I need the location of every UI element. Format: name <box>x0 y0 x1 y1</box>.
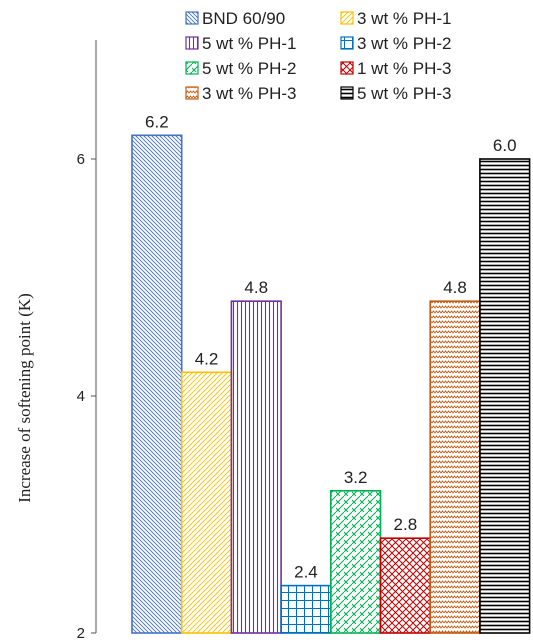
legend-swatch-2 <box>340 11 354 25</box>
legend-label-7: 3 wt % PH-3 <box>202 84 296 103</box>
legend-swatch-4 <box>340 36 354 50</box>
bar-8 <box>479 158 531 634</box>
legend: BND 60/90 3 wt % PH-1 5 wt % PH-1 3 wt % PH… <box>185 9 451 103</box>
y-tick-label: 2 <box>77 625 85 642</box>
y-axis-title: Increase of softening point (K) <box>15 293 34 503</box>
data-label-5: 3.2 <box>344 468 368 487</box>
legend-swatch-1 <box>185 11 199 25</box>
data-label-7: 4.8 <box>443 278 467 297</box>
legend-label-6: 1 wt % PH-3 <box>357 59 451 78</box>
data-label-4: 2.4 <box>294 563 318 582</box>
legend-swatch-7 <box>185 86 199 100</box>
bar-4 <box>280 584 332 634</box>
data-label-3: 4.8 <box>244 278 268 297</box>
bar-7 <box>429 300 481 634</box>
legend-label-5: 5 wt % PH-2 <box>202 59 296 78</box>
bar-5 <box>329 489 382 634</box>
y-tick-label: 6 <box>77 151 85 168</box>
legend-swatch-8 <box>340 86 354 100</box>
legend-label-8: 5 wt % PH-3 <box>357 84 451 103</box>
bars <box>131 134 531 634</box>
bar-1 <box>131 134 183 634</box>
bar-2 <box>180 371 233 634</box>
legend-label-3: 5 wt % PH-1 <box>202 34 296 53</box>
data-label-6: 2.8 <box>394 515 418 534</box>
y-tick-label: 4 <box>77 388 85 405</box>
legend-label-2: 3 wt % PH-1 <box>357 9 451 28</box>
legend-swatch-3 <box>185 36 199 50</box>
legend-label-4: 3 wt % PH-2 <box>357 34 451 53</box>
legend-swatch-6 <box>340 61 354 75</box>
bar-3 <box>230 300 282 634</box>
bar-6 <box>379 537 432 634</box>
legend-swatch-5 <box>185 61 199 75</box>
data-label-2: 4.2 <box>195 349 219 368</box>
data-labels: 6.2 4.2 4.8 2.4 3.2 2.8 4.8 6.0 <box>145 112 517 581</box>
data-label-1: 6.2 <box>145 112 169 131</box>
data-label-8: 6.0 <box>493 136 517 155</box>
legend-label-1: BND 60/90 <box>202 9 285 28</box>
y-axis: 2 4 6 <box>77 40 97 642</box>
